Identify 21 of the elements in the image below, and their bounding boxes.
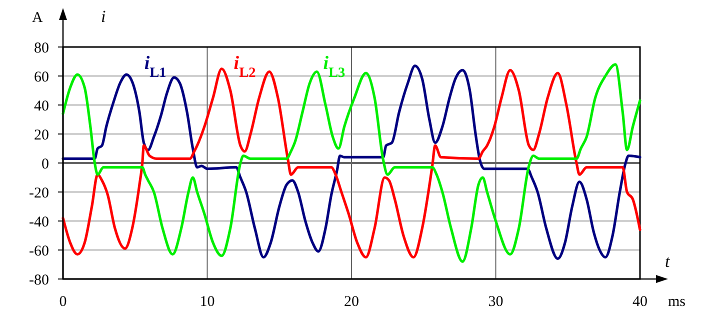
y-tick-label: 0 — [42, 156, 49, 172]
x-tick-label: 20 — [344, 294, 359, 310]
series-label: i$_{L3}$ — [323, 53, 346, 81]
x-tick-label: 10 — [200, 294, 215, 310]
x-tick-label: 0 — [59, 294, 67, 310]
y-tick-label: -60 — [29, 243, 49, 260]
y-tick-label: 40 — [34, 98, 49, 114]
series-label: i$_{L1}$ — [144, 53, 166, 81]
y-tick-label: 60 — [34, 69, 49, 86]
x-axis-title: t — [665, 252, 671, 271]
y-tick-label: -20 — [29, 185, 49, 202]
y-tick-label: -80 — [29, 272, 49, 288]
y-tick-label: -40 — [29, 214, 49, 230]
x-tick-label: 40 — [632, 294, 648, 310]
series-label: i$_{L2}$ — [234, 53, 256, 81]
text: ms — [668, 294, 686, 310]
y-axis-title: i — [101, 7, 106, 26]
y-tick-label: 20 — [34, 127, 49, 144]
x-tick-label: 30 — [488, 294, 504, 310]
text: A — [32, 10, 43, 26]
y-tick-label: 80 — [34, 40, 49, 56]
